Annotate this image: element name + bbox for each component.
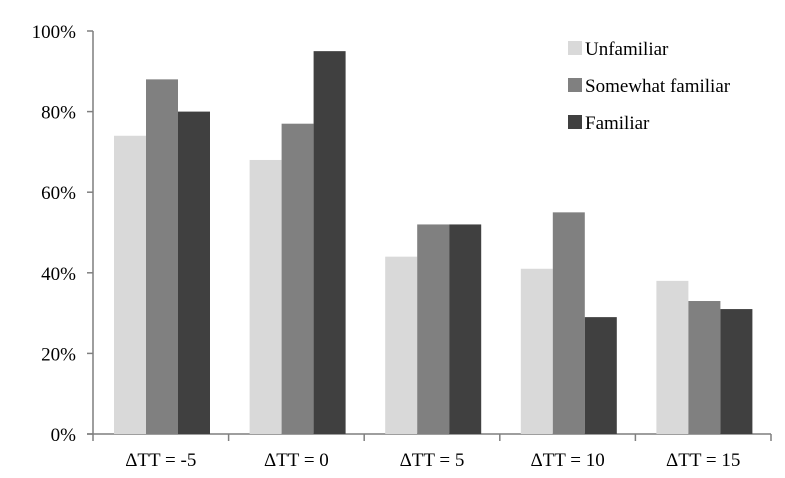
legend: Unfamiliar Somewhat familiar Familiar bbox=[568, 39, 731, 134]
x-tick-labels: ΔTT = -5 ΔTT = 0 ΔTT = 5 ΔTT = 10 ΔTT = 15 bbox=[125, 450, 740, 471]
x-tick-label: ΔTT = 10 bbox=[530, 450, 604, 471]
bar-unfamiliar bbox=[249, 159, 282, 434]
x-tick-label: ΔTT = 5 bbox=[400, 450, 465, 471]
bars-group bbox=[114, 51, 753, 435]
bar-unfamiliar bbox=[385, 256, 418, 434]
y-tick-label: 100% bbox=[32, 22, 77, 43]
bar-unfamiliar bbox=[656, 280, 689, 434]
legend-label: Somewhat familiar bbox=[585, 76, 731, 97]
bar-familiar bbox=[720, 309, 753, 434]
legend-label: Unfamiliar bbox=[585, 39, 669, 60]
bar-somewhat-familiar bbox=[688, 301, 721, 434]
bar-familiar bbox=[178, 111, 210, 434]
bar-familiar bbox=[313, 51, 346, 435]
y-tick-label: 40% bbox=[41, 264, 76, 285]
bar-somewhat-familiar bbox=[552, 212, 585, 434]
y-tick-labels: 0% 20% 40% 60% 80% 100% bbox=[32, 22, 77, 446]
bar-familiar bbox=[449, 224, 482, 434]
bar-somewhat-familiar bbox=[281, 123, 314, 434]
bar-somewhat-familiar bbox=[417, 224, 450, 434]
y-tick-label: 0% bbox=[51, 425, 77, 446]
x-tick-label: ΔTT = 0 bbox=[264, 450, 329, 471]
legend-swatch bbox=[568, 41, 582, 55]
y-tick-label: 60% bbox=[41, 183, 76, 204]
bar-unfamiliar bbox=[520, 268, 553, 434]
bar-somewhat-familiar bbox=[146, 79, 178, 435]
legend-swatch bbox=[568, 115, 582, 129]
y-tick-label: 20% bbox=[41, 344, 76, 365]
x-tick-label: ΔTT = 15 bbox=[666, 450, 740, 471]
legend-swatch bbox=[568, 78, 582, 92]
x-tick-label: ΔTT = -5 bbox=[125, 450, 196, 471]
bar-familiar bbox=[584, 317, 617, 434]
y-tick-label: 80% bbox=[41, 103, 76, 124]
bar-unfamiliar bbox=[114, 135, 146, 434]
legend-label: Familiar bbox=[585, 113, 650, 134]
